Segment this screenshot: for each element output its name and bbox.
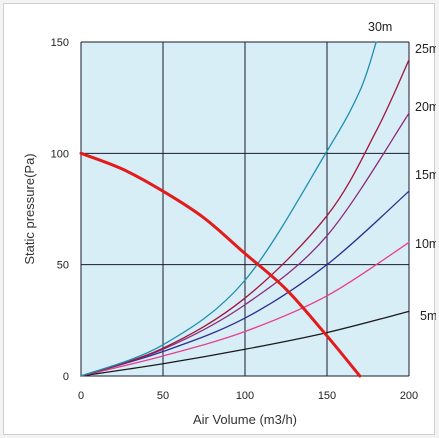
series-label-20m: 20m xyxy=(415,100,436,114)
chart-frame: 0 50 100 150 200 0 50 100 150 5m 10m 15m 20m 25m 30m … xyxy=(3,3,436,435)
x-tick-label: 150 xyxy=(318,390,336,402)
x-tick-label: 200 xyxy=(400,390,418,402)
grid xyxy=(80,41,410,377)
series-line-25m xyxy=(80,59,410,377)
series-layer xyxy=(79,41,410,378)
series-line-15m xyxy=(80,190,410,377)
series-labels: 5m 10m 15m 20m 25m 30m xyxy=(368,20,436,323)
y-axis-title: Static pressure(Pa) xyxy=(22,153,37,264)
y-tick-label: 0 xyxy=(63,371,69,383)
series-label-30m: 30m xyxy=(368,20,392,34)
x-axis-title: Air Volume (m3/h) xyxy=(193,412,297,427)
fan-curve-line xyxy=(79,151,362,378)
y-tick-label: 50 xyxy=(57,260,69,272)
series-label-5m: 5m xyxy=(420,309,436,323)
x-tick-label: 50 xyxy=(157,390,169,402)
x-tick-label: 100 xyxy=(236,390,254,402)
series-line-10m xyxy=(80,241,410,377)
tick-labels: 0 50 100 150 200 0 50 100 150 xyxy=(51,37,419,402)
series-label-15m: 15m xyxy=(415,168,436,182)
y-tick-label: 100 xyxy=(51,148,69,160)
series-line-5m xyxy=(80,310,410,377)
series-label-25m: 25m xyxy=(415,42,436,56)
series-label-10m: 10m xyxy=(415,237,436,251)
series-line-30m xyxy=(80,41,377,377)
y-tick-label: 150 xyxy=(51,37,69,49)
x-tick-label: 0 xyxy=(78,390,84,402)
